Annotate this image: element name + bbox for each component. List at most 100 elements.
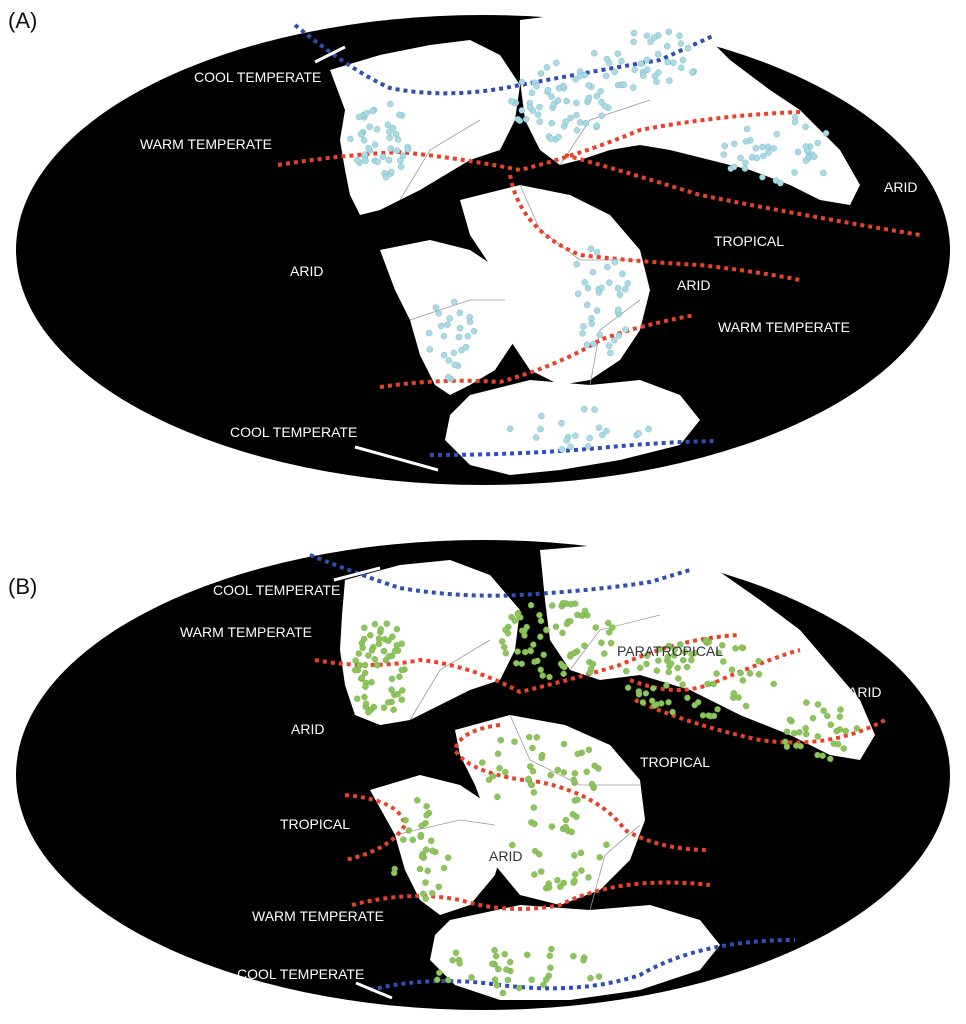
fossil-point	[575, 290, 582, 297]
fossil-point	[361, 151, 368, 158]
fossil-point	[530, 789, 538, 796]
fossil-point	[418, 822, 425, 830]
fossil-point	[802, 725, 809, 732]
fossil-point	[366, 123, 373, 130]
fossil-points	[352, 599, 861, 997]
fossil-point	[663, 682, 670, 689]
fossil-point	[514, 116, 522, 123]
fossil-point	[714, 706, 721, 713]
fossil-point	[573, 127, 581, 134]
fossil-point	[644, 66, 651, 74]
fossil-point	[513, 659, 520, 667]
fossil-point	[494, 793, 501, 801]
fossil-point	[359, 644, 366, 652]
landmass-antarctica	[445, 380, 700, 475]
fossil-point	[361, 693, 368, 701]
fossil-point	[352, 657, 359, 664]
fossil-point	[400, 836, 407, 843]
fossil-point	[392, 130, 400, 138]
fossil-point	[678, 64, 685, 72]
fossil-point	[570, 776, 577, 784]
fossil-point	[643, 56, 651, 64]
fossil-point	[389, 633, 396, 640]
fossil-point	[559, 599, 567, 607]
fossil-point	[489, 772, 497, 780]
fossil-point	[389, 124, 397, 132]
fossil-point	[643, 32, 651, 39]
label-arid-south: ARID	[677, 277, 710, 293]
fossil-point	[643, 660, 650, 668]
fossil-point	[368, 647, 376, 654]
fossil-point	[543, 64, 551, 71]
fossil-point	[637, 60, 645, 67]
label-warm-temperate-north: WARM TEMPERATE	[180, 624, 312, 640]
fossil-point	[531, 820, 538, 828]
fossil-point	[704, 680, 711, 688]
fossil-point	[393, 147, 401, 155]
fossil-point	[653, 667, 661, 674]
fossil-point	[445, 976, 452, 984]
fossil-point	[630, 84, 637, 91]
fossil-point	[655, 69, 662, 76]
country-borders	[394, 614, 661, 911]
fossil-point	[582, 119, 590, 127]
fossil-point	[388, 652, 396, 660]
fossil-point	[563, 437, 570, 444]
fossil-point	[840, 745, 847, 752]
fossil-point	[683, 663, 691, 671]
fossil-point	[365, 652, 372, 659]
fossil-point	[361, 669, 369, 677]
fossil-point	[637, 664, 644, 672]
fossil-point	[684, 45, 692, 52]
fossil-point	[524, 951, 531, 958]
fossil-point	[655, 51, 662, 58]
fossil-point	[554, 97, 562, 104]
fossil-point	[737, 669, 744, 677]
continents	[340, 545, 875, 1000]
fossil-point	[640, 72, 647, 79]
fossil-point	[581, 642, 588, 649]
fossil-point	[555, 133, 562, 141]
cool-temperate-leader-north	[333, 566, 381, 582]
fossil-point	[743, 702, 750, 710]
fossil-point	[385, 699, 392, 706]
fossil-point	[526, 104, 534, 111]
fossil-point	[446, 315, 453, 322]
fossil-point	[357, 130, 365, 138]
landmass-north-america	[330, 40, 520, 215]
fossil-point	[570, 953, 577, 960]
fossil-point	[369, 107, 376, 115]
fossil-point	[429, 847, 436, 854]
fossil-point	[622, 286, 629, 293]
zone-labels: COOL TEMPERATE WARM TEMPERATE PARATROPIC…	[180, 582, 881, 982]
fossil-point	[786, 716, 794, 724]
fossil-point	[527, 601, 535, 609]
fossil-point	[544, 86, 552, 94]
map-panel-b: (B) COOL TEMPERATE WARM TEMPERATE	[0, 520, 966, 1024]
fossil-point	[584, 443, 592, 450]
fossil-point	[539, 751, 546, 759]
fossil-point	[824, 712, 831, 720]
fossil-point	[387, 145, 394, 152]
label-cool-temperate-north: COOL TEMPERATE	[213, 582, 340, 598]
fossil-point	[577, 119, 584, 126]
fossil-point	[435, 310, 442, 317]
fossil-point	[755, 671, 763, 678]
fossil-point	[624, 684, 632, 691]
fossil-point	[620, 81, 627, 88]
fossil-point	[479, 759, 486, 766]
fossil-point	[677, 40, 685, 47]
fossil-point	[367, 632, 374, 639]
zone-labels: COOL TEMPERATE WARM TEMPERATE ARID ARID …	[140, 69, 917, 440]
fossil-point	[580, 323, 587, 330]
fossil-point	[502, 649, 510, 657]
fossil-point	[536, 118, 543, 125]
fossil-point	[820, 169, 827, 177]
fossil-point	[514, 611, 522, 618]
fossil-point	[811, 153, 818, 161]
fossil-point	[573, 111, 580, 119]
fossil-point	[501, 643, 508, 651]
fossil-point	[719, 642, 726, 649]
fossil-point	[576, 72, 584, 80]
fossil-point	[814, 701, 822, 708]
